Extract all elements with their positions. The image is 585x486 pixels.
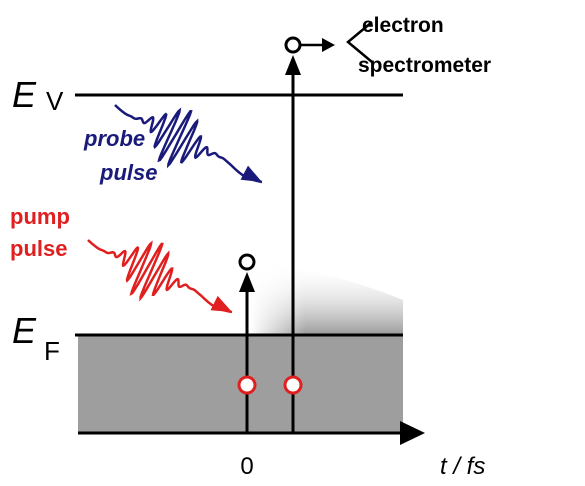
probe-hole: [283, 375, 303, 395]
fermi-subscript: F: [44, 336, 60, 366]
vacuum-subscript: V: [46, 86, 64, 116]
spectrometer-bracket: [346, 21, 373, 63]
pump-wave: [87, 239, 233, 314]
smear-fade: [250, 255, 410, 337]
probe-label: probe: [83, 126, 145, 151]
spectrometer-label: spectrometer: [358, 54, 491, 77]
time-axis-label: t / fs: [440, 453, 485, 480]
photoelectron: [284, 36, 302, 54]
probe-wave: [114, 104, 263, 184]
emission-arrow: [322, 38, 335, 52]
probe-wave-arrow: [240, 165, 262, 182]
pump-label: pump: [10, 204, 70, 229]
pump-wave-arrow: [210, 295, 232, 312]
probe-arrow: [285, 55, 301, 75]
probe-label: pulse: [99, 160, 157, 185]
vacuum-label: E: [12, 74, 37, 115]
excited-electron: [238, 253, 256, 271]
time-zero-label: 0: [240, 453, 253, 480]
pump-label: pulse: [10, 236, 67, 261]
time-axis-arrow: [400, 421, 425, 445]
fermi-label: E: [12, 310, 37, 351]
spectrometer-label: electron: [362, 14, 444, 37]
pump-hole: [237, 375, 257, 395]
pump-arrow: [239, 272, 255, 292]
